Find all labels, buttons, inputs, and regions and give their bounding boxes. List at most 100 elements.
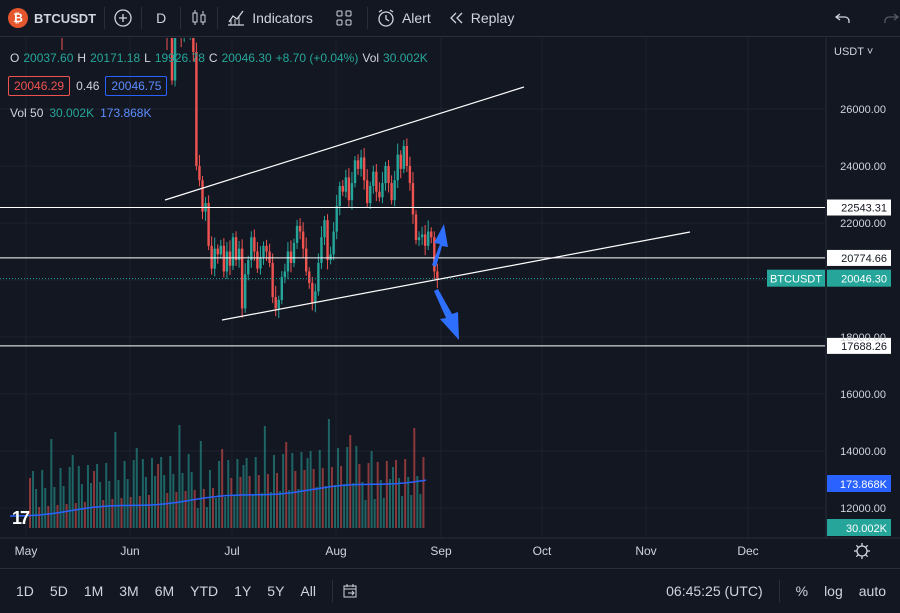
volume-bar: [90, 483, 92, 528]
volume-bar: [273, 455, 275, 528]
indicators-button[interactable]: Indicators: [218, 0, 321, 37]
close-value: 20046.30: [221, 51, 272, 65]
volume-ma-box: [827, 475, 891, 492]
range-6m[interactable]: 6M: [154, 583, 175, 599]
low-label: L: [144, 51, 151, 65]
volume-bar: [327, 419, 330, 528]
tradingview-logo[interactable]: 17: [12, 508, 30, 528]
volume-bar: [364, 500, 367, 528]
candle-body: [271, 262, 274, 298]
symbol-label: BTCUSDT: [34, 10, 97, 26]
candles-icon: [189, 8, 209, 28]
symbol-search[interactable]: ₿ BTCUSDT: [0, 0, 104, 37]
x-tick-label: Oct: [533, 544, 552, 558]
volume-bar: [184, 491, 187, 528]
replay-button[interactable]: Replay: [439, 0, 523, 37]
volume-bar: [388, 479, 391, 528]
candle-body: [222, 245, 226, 272]
price-chart[interactable]: 22543.31 20774.66 17688.26 BTCUSDT 20046.30 1…: [0, 38, 900, 568]
range-1m[interactable]: 1M: [83, 583, 104, 599]
volume-bar: [169, 456, 172, 528]
last-price-box: [827, 269, 891, 287]
last-price-symbol: BTCUSDT: [770, 274, 822, 286]
templates-button[interactable]: [321, 0, 367, 37]
candle-body: [262, 245, 265, 258]
time-axis: May Jun Jul Aug Sep Oct Nov Dec: [0, 537, 900, 559]
interval-button[interactable]: D: [142, 0, 180, 37]
candle-body: [430, 231, 433, 238]
y-tick-label: 16000.00: [840, 389, 886, 401]
candle-body: [231, 237, 235, 266]
volume-bar: [96, 464, 99, 528]
percent-toggle[interactable]: %: [795, 583, 809, 599]
x-tick-label: Jun: [120, 544, 139, 558]
x-tick-label: Jul: [224, 544, 239, 558]
replay-label: Replay: [470, 10, 515, 26]
range-ytd[interactable]: YTD: [190, 583, 219, 599]
volume-bar: [218, 461, 221, 528]
volume-bar: [413, 428, 416, 528]
volume-bar: [416, 476, 419, 528]
volume-bar: [135, 448, 138, 528]
candle-body: [228, 251, 232, 266]
undo-icon: [834, 9, 852, 27]
candle-body: [274, 297, 277, 309]
go-to-date-icon[interactable]: [341, 582, 359, 600]
sell-price-button[interactable]: 20046.29: [8, 76, 71, 96]
candle-body: [353, 160, 357, 184]
volume-bar: [260, 493, 263, 528]
volume-bar: [236, 459, 239, 528]
volume-bar: [80, 484, 83, 528]
compare-button[interactable]: [105, 0, 141, 37]
volume-bar: [422, 457, 425, 528]
candle-body: [393, 180, 396, 201]
range-all[interactable]: All: [300, 583, 316, 599]
down-arrow-icon: [434, 289, 459, 340]
volume-bar: [401, 496, 404, 528]
alert-button[interactable]: Alert: [368, 0, 439, 37]
range-5d[interactable]: 5D: [49, 583, 68, 599]
clock-time[interactable]: 06:45:25 (UTC): [666, 583, 763, 599]
high-label: H: [77, 51, 87, 65]
volume-bar: [367, 463, 370, 528]
undo-button[interactable]: [826, 0, 874, 37]
candle-body: [436, 271, 439, 279]
indicators-label: Indicators: [252, 10, 313, 26]
redo-button[interactable]: [874, 0, 900, 37]
volume-bar: [120, 498, 123, 528]
candle-body: [256, 251, 259, 269]
volume-bar: [68, 467, 71, 528]
range-5y[interactable]: 5Y: [267, 583, 285, 599]
range-1y[interactable]: 1Y: [234, 583, 252, 599]
y-tick-label: 26000.00: [840, 104, 886, 116]
log-toggle[interactable]: log: [824, 583, 843, 599]
candles: [61, 38, 439, 318]
range-1d[interactable]: 1D: [16, 583, 34, 599]
volume-bar: [373, 499, 376, 528]
low-value: 19926.78: [154, 51, 205, 65]
candle-body: [301, 231, 305, 249]
candle-body: [317, 262, 320, 292]
buy-price-button[interactable]: 20046.75: [105, 76, 168, 96]
upper-channel-line: [164, 86, 525, 201]
divider: [778, 580, 780, 602]
candle-body: [298, 225, 302, 232]
currency-selector[interactable]: USDT ˅: [834, 46, 873, 58]
volume-bar: [315, 487, 318, 528]
candle-body: [433, 237, 436, 272]
redo-icon: [882, 9, 900, 27]
volume-bar: [266, 474, 269, 528]
volume-bar: [181, 473, 184, 528]
volume-bar: [163, 475, 166, 528]
candle-body: [225, 251, 229, 272]
auto-toggle[interactable]: auto: [858, 583, 886, 599]
last-price-symbol-box: [767, 269, 825, 287]
candle-body: [402, 146, 405, 169]
volume-value: 30.002K: [49, 106, 95, 120]
chart-type-button[interactable]: [181, 0, 217, 37]
candle-body: [344, 177, 348, 192]
volume-bar: [407, 477, 410, 528]
lower-channel-line: [221, 231, 691, 321]
volume-bar: [160, 457, 163, 528]
range-3m[interactable]: 3M: [119, 583, 139, 599]
